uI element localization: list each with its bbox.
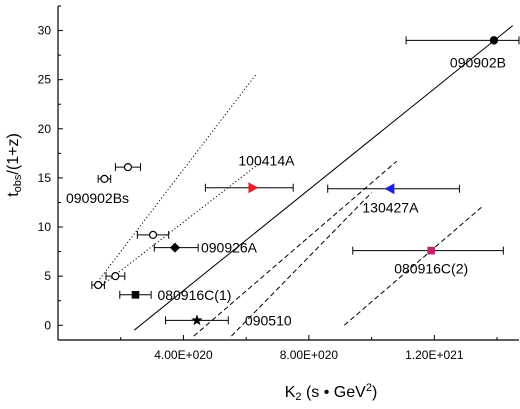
y-tick-label: 25 [38,73,52,87]
dotted-line-2 [99,162,260,288]
y-tick-label: 0 [44,318,51,332]
point-100414a-label: 100414A [238,153,295,169]
y-axis-title: tobs/(1+z) [5,133,24,197]
open-point-1-marker [100,174,109,183]
x-axis-title: K2 (s • GeV2) [285,382,378,403]
point-090926a-marker [169,242,180,253]
point-100414a-marker [248,182,259,194]
open-point-4-marker [94,280,103,290]
open-point-0-marker [123,163,133,172]
point-090510-label: 090510 [245,312,292,328]
error-bars [91,36,520,325]
point-080916c-2-label: 080916C(2) [394,261,468,277]
point-090902b-label: 090902B [450,54,506,70]
open-point-3-marker [111,272,120,281]
point-090926a-label: 090926A [201,240,258,256]
point-080916c-2-marker [427,246,435,255]
point-080916c-1-label: 080916C(1) [157,287,231,303]
dotted-line-1 [99,73,257,280]
x-tick-label: 8.00E+020 [280,348,339,362]
y-tick-label: 15 [38,171,52,185]
point-labels: 090902B 100414A 130427A 090926A 080916C(1) 08… [66,54,506,328]
point-090902b-marker [489,36,499,45]
fit-lines [99,25,514,337]
point-130427a-marker [384,183,395,195]
dashed-line-3 [193,160,398,337]
plot-axes: 0 5 10 15 20 25 30 4.00E+020 8.00E+020 1.20E+021 [38,5,519,362]
solid-line-0 [133,25,514,331]
point-090510-marker [191,314,203,326]
point-080916c-1-marker [131,291,140,299]
data-markers [94,36,499,326]
open-point-2-marker [148,230,158,239]
y-tick-label: 10 [38,220,52,234]
dashed-line-4 [231,192,372,337]
y-tick-label: 30 [38,24,52,38]
point-130427a-label: 130427A [362,200,419,216]
x-tick-label: 1.20E+021 [405,348,464,362]
y-tick-label: 5 [44,269,51,283]
y-tick-label: 20 [38,122,52,136]
dashed-line-5 [343,207,482,326]
x-tick-label: 4.00E+020 [154,348,213,362]
open-points-label: 090902Bs [66,190,129,206]
